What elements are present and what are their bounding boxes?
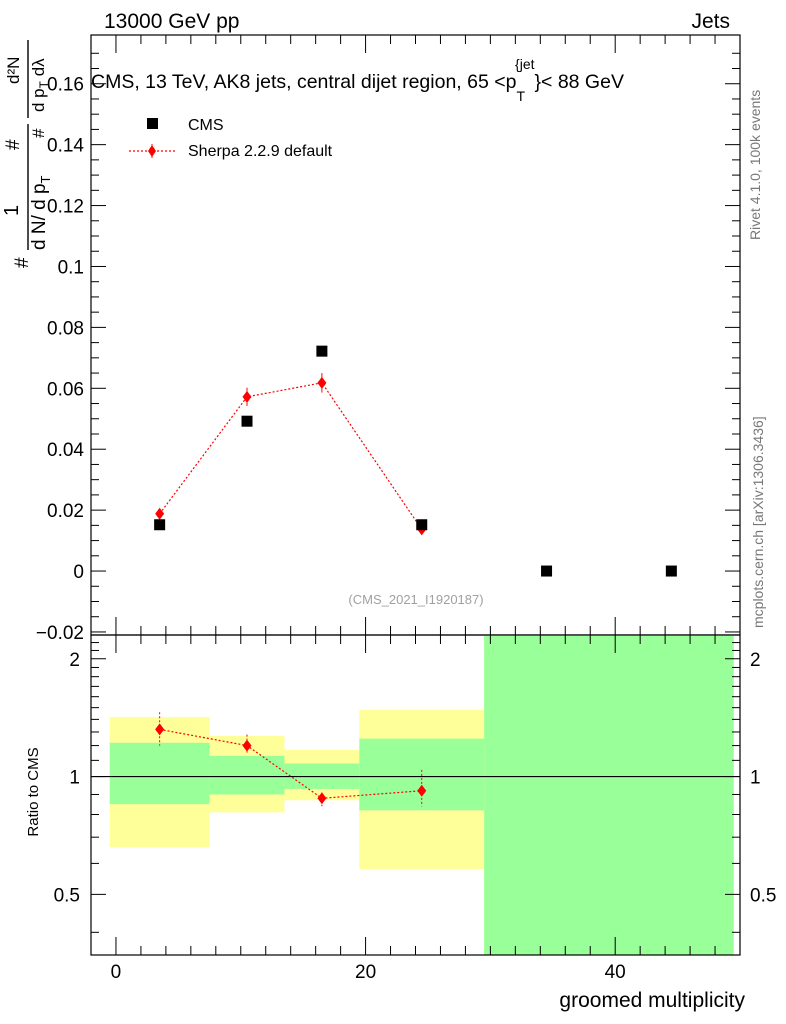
cms-point <box>241 415 253 427</box>
ratio-mc-line <box>159 728 422 799</box>
x-tick-label: 0 <box>111 962 122 983</box>
ratio-y-tick-label: 1 <box>69 768 80 789</box>
ratio-y-tick-labels: 0.5 0.5 1 1 2 2 <box>54 650 777 907</box>
legend-cms-marker <box>147 118 158 129</box>
analysis-label: (CMS_2021_I1920187) <box>348 592 483 607</box>
header-left: 13000 GeV pp <box>104 10 239 33</box>
ratio-bands <box>91 635 740 955</box>
main-y-axis-label: # 1 d N/ d pT # d²N # d pT dλ <box>1 40 53 268</box>
chart-title: CMS, 13 TeV, AK8 jets, central dijet reg… <box>91 56 624 104</box>
legend-mc-label: Sherpa 2.2.9 default <box>188 143 333 160</box>
main-y-tick-label: −0.02 <box>36 623 84 644</box>
cms-point <box>541 565 553 577</box>
ratio-mc-point <box>155 723 165 736</box>
ratio-stat-band <box>209 755 285 795</box>
main-y-tick-label: 0.06 <box>47 379 84 400</box>
chart-title-sub: T <box>516 88 525 104</box>
main-y-tick-label: 0.14 <box>47 136 84 157</box>
cms-point <box>416 519 428 531</box>
main-y-tick-label: 0.02 <box>47 501 84 522</box>
ratio-y-tick-label-right: 2 <box>750 650 761 671</box>
ratio-stat-band <box>109 742 210 805</box>
ylabel-hash-1: # <box>12 257 33 268</box>
chart-title-text: CMS, 13 TeV, AK8 jets, central dijet reg… <box>91 71 517 93</box>
ylabel-one: 1 <box>1 205 23 216</box>
ratio-y-tick-label: 2 <box>69 650 80 671</box>
cms-point <box>665 565 677 577</box>
chart-title-sup: {jet <box>515 56 535 72</box>
ratio-axis-ticks <box>91 635 740 955</box>
ylabel-hash-3: # <box>29 128 48 138</box>
ratio-mc-point <box>242 739 252 752</box>
ratio-y-axis-label: Ratio to CMS <box>25 747 42 836</box>
x-tick-label: 40 <box>605 962 626 983</box>
main-y-tick-label: 0 <box>73 562 84 583</box>
main-y-tick-label: 0.04 <box>47 440 84 461</box>
ratio-series <box>155 712 427 807</box>
ratio-y-tick-label-right: 0.5 <box>750 885 776 906</box>
ratio-stat-band <box>484 635 734 955</box>
x-tick-label: 20 <box>355 962 376 983</box>
main-y-tick-labels: −0.02 0 0.02 0.04 0.06 0.08 0.1 0.12 0.14 0.16 <box>36 75 85 644</box>
ylabel-hash-2: # <box>3 139 24 150</box>
mc-point <box>155 507 165 520</box>
side-text-bottom: mcplots.cern.ch [arXiv:1306.3436] <box>750 416 766 628</box>
mc-point <box>242 390 252 403</box>
cms-point <box>154 519 166 531</box>
ylabel-dpt-dlambda: d pT dλ <box>29 58 51 112</box>
side-text-top: Rivet 4.1.0, 100k events <box>747 90 763 240</box>
ratio-y-tick-label: 0.5 <box>54 885 80 906</box>
legend-mc-marker <box>148 145 156 157</box>
mc-line <box>159 382 423 530</box>
legend: CMS Sherpa 2.2.9 default <box>129 117 333 160</box>
mc-point <box>317 376 327 389</box>
ylabel-d2n: d²N <box>4 57 23 84</box>
ratio-y-tick-label-right: 1 <box>750 768 761 789</box>
cms-point <box>316 345 328 357</box>
x-tick-labels: 0 20 40 <box>111 962 626 983</box>
header-right: Jets <box>691 10 730 33</box>
legend-cms-label: CMS <box>188 117 224 134</box>
ratio-mc-point <box>317 792 327 805</box>
chart-title-end: }< 88 GeV <box>535 71 624 93</box>
main-series <box>154 345 677 577</box>
x-axis-label: groomed multiplicity <box>559 989 745 1012</box>
ratio-mc-point <box>417 784 427 797</box>
main-axis-ticks <box>91 35 740 635</box>
ylabel-dn-dpt: d N/ d pT <box>29 175 53 250</box>
main-y-tick-label: 0.08 <box>47 318 84 339</box>
main-y-tick-label: 0.1 <box>58 257 84 278</box>
main-y-tick-label: 0.12 <box>47 197 84 218</box>
main-y-tick-label: 0.16 <box>47 75 84 96</box>
